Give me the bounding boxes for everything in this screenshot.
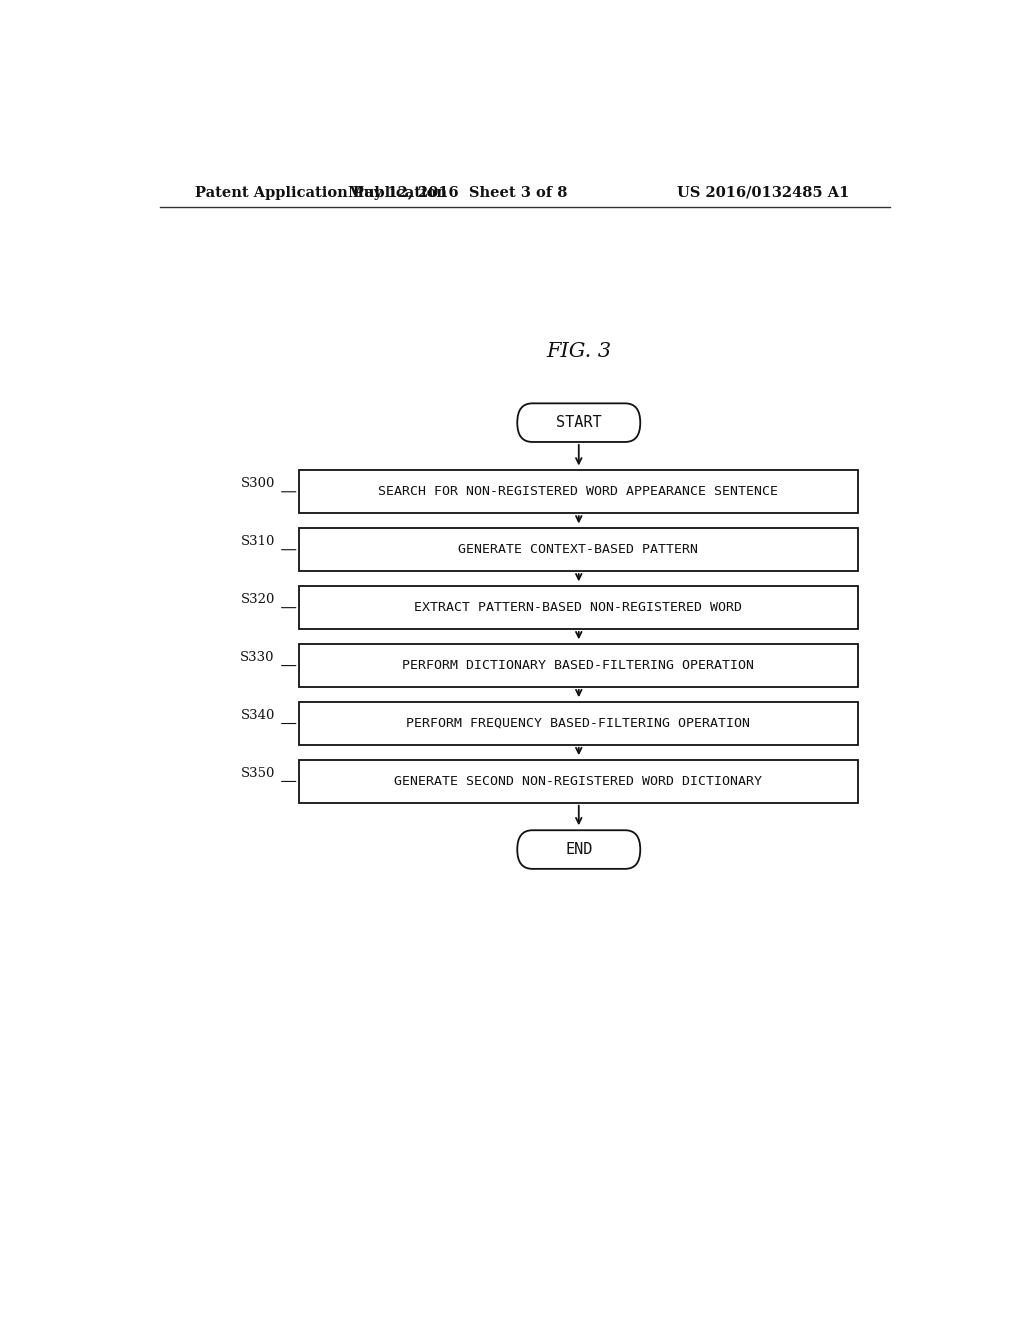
Text: S340: S340 bbox=[241, 709, 274, 722]
Text: END: END bbox=[565, 842, 593, 857]
FancyBboxPatch shape bbox=[299, 760, 858, 803]
FancyBboxPatch shape bbox=[299, 644, 858, 686]
Text: EXTRACT PATTERN-BASED NON-REGISTERED WORD: EXTRACT PATTERN-BASED NON-REGISTERED WOR… bbox=[415, 601, 742, 614]
FancyBboxPatch shape bbox=[299, 586, 858, 630]
Text: PERFORM FREQUENCY BASED-FILTERING OPERATION: PERFORM FREQUENCY BASED-FILTERING OPERAT… bbox=[407, 717, 751, 730]
Text: SEARCH FOR NON-REGISTERED WORD APPEARANCE SENTENCE: SEARCH FOR NON-REGISTERED WORD APPEARANC… bbox=[378, 486, 778, 498]
Text: PERFORM DICTIONARY BASED-FILTERING OPERATION: PERFORM DICTIONARY BASED-FILTERING OPERA… bbox=[402, 659, 755, 672]
Text: S330: S330 bbox=[241, 651, 274, 664]
Text: Patent Application Publication: Patent Application Publication bbox=[196, 186, 447, 199]
FancyBboxPatch shape bbox=[517, 404, 640, 442]
FancyBboxPatch shape bbox=[517, 830, 640, 869]
FancyBboxPatch shape bbox=[299, 470, 858, 513]
Text: S300: S300 bbox=[241, 477, 274, 490]
Text: GENERATE SECOND NON-REGISTERED WORD DICTIONARY: GENERATE SECOND NON-REGISTERED WORD DICT… bbox=[394, 775, 762, 788]
FancyBboxPatch shape bbox=[299, 528, 858, 572]
Text: S310: S310 bbox=[241, 535, 274, 548]
Text: GENERATE CONTEXT-BASED PATTERN: GENERATE CONTEXT-BASED PATTERN bbox=[459, 544, 698, 556]
Text: S350: S350 bbox=[241, 767, 274, 780]
FancyBboxPatch shape bbox=[299, 702, 858, 744]
Text: May 12, 2016  Sheet 3 of 8: May 12, 2016 Sheet 3 of 8 bbox=[348, 186, 567, 199]
Text: FIG. 3: FIG. 3 bbox=[546, 342, 611, 360]
Text: S320: S320 bbox=[241, 593, 274, 606]
Text: US 2016/0132485 A1: US 2016/0132485 A1 bbox=[677, 186, 849, 199]
Text: START: START bbox=[556, 416, 601, 430]
